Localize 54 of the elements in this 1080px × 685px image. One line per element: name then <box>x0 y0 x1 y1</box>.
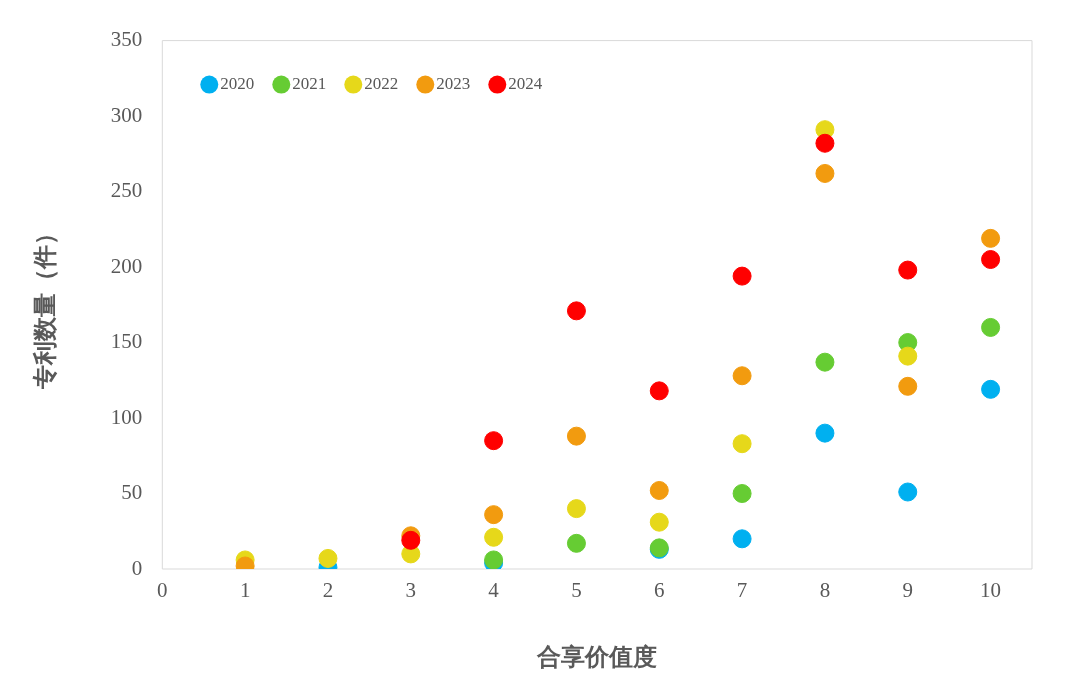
x-tick-label: 3 <box>405 578 417 603</box>
point <box>732 529 752 549</box>
point <box>566 499 586 519</box>
point <box>815 352 835 372</box>
x-tick-label: 2 <box>322 578 334 603</box>
point <box>566 301 586 321</box>
y-tick-label: 0 <box>131 555 143 580</box>
point <box>815 163 835 183</box>
point <box>981 228 1001 248</box>
y-tick-label: 50 <box>121 480 143 505</box>
point <box>898 482 918 502</box>
point <box>898 346 918 366</box>
x-tick-label: 5 <box>571 578 582 603</box>
point <box>566 533 586 553</box>
point <box>484 527 504 547</box>
y-tick-label: 250 <box>110 178 143 203</box>
x-tick-label: 7 <box>736 578 748 603</box>
point <box>732 366 752 386</box>
legend-label: 2024 <box>508 74 543 94</box>
point <box>981 317 1001 337</box>
point <box>815 423 835 443</box>
x-tick-label: 0 <box>157 578 168 603</box>
y-tick-label: 150 <box>110 329 143 354</box>
point <box>898 376 918 396</box>
legend-label: 2022 <box>364 74 399 94</box>
y-tick-label: 100 <box>110 404 143 429</box>
y-axis-title: 专利数量（件） <box>30 220 59 390</box>
point <box>484 505 504 525</box>
point <box>484 431 504 451</box>
y-tick-label: 300 <box>110 102 143 127</box>
point <box>981 379 1001 399</box>
x-tick-label: 4 <box>488 578 500 603</box>
x-tick-label: 8 <box>819 578 831 603</box>
legend-label: 2020 <box>220 74 255 94</box>
legend-label: 2023 <box>436 74 471 94</box>
y-tick-label: 200 <box>110 253 143 278</box>
x-tick-label: 6 <box>654 578 665 603</box>
point <box>649 381 669 401</box>
point <box>732 484 752 504</box>
x-tick-label: 9 <box>902 578 914 603</box>
point <box>732 266 752 286</box>
point <box>981 250 1001 270</box>
x-tick-label: 1 <box>239 578 251 603</box>
point <box>898 260 918 280</box>
point <box>318 548 338 568</box>
point <box>815 133 835 153</box>
point <box>649 481 669 500</box>
point <box>649 512 669 532</box>
point <box>732 434 752 454</box>
y-tick-label: 350 <box>110 27 143 52</box>
x-tick-label: 10 <box>980 578 1002 603</box>
x-axis-title: 合享价值度 <box>536 642 658 671</box>
point <box>566 426 586 446</box>
legend-label: 2021 <box>292 74 327 94</box>
